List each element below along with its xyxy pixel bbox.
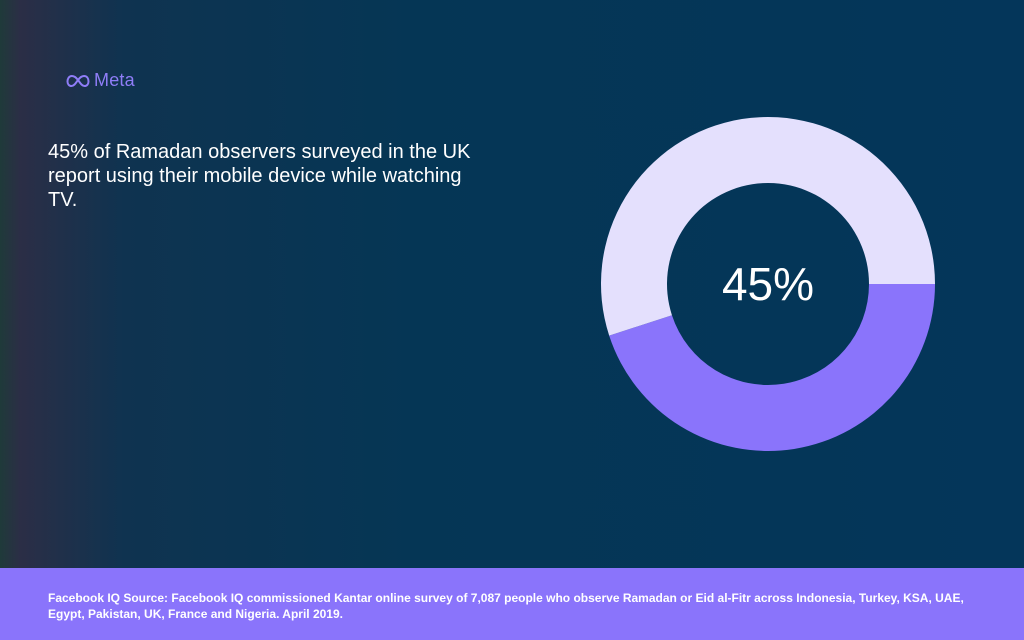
logo-text: Meta	[94, 70, 135, 90]
headline: 45% of Ramadan observers surveyed in the…	[48, 141, 471, 211]
meta-logo: Meta	[66, 70, 135, 91]
donut-chart: 45%	[598, 114, 938, 454]
source-footer: Facebook IQ Source: Facebook IQ commissi…	[0, 568, 1024, 640]
donut-slice-1	[601, 117, 935, 336]
donut-svg	[601, 117, 935, 452]
donut-slice-0	[609, 284, 935, 452]
meta-infinity-icon	[66, 74, 90, 87]
source-note: Facebook IQ Source: Facebook IQ commissi…	[48, 591, 964, 621]
